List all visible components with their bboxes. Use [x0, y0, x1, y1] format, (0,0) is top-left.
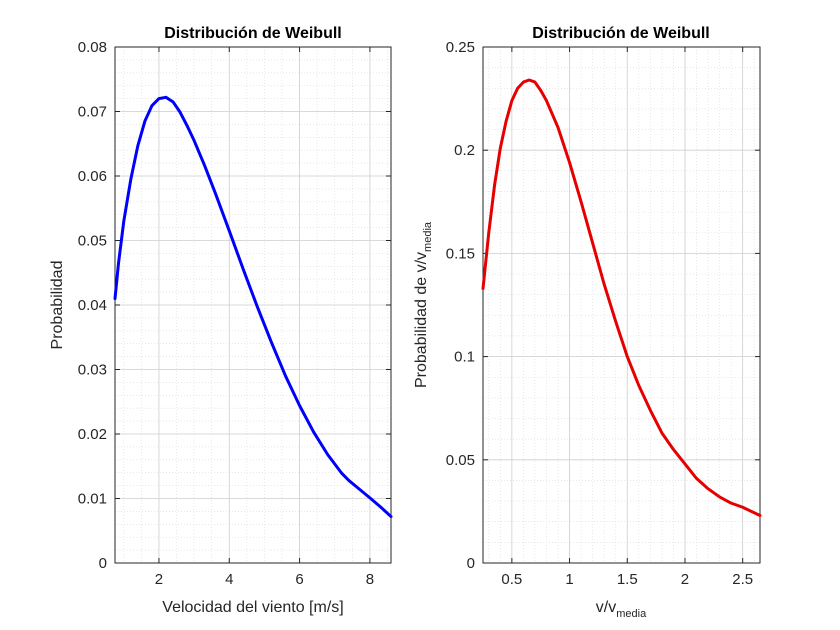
- left-y-tick-label: 0.03: [78, 362, 107, 379]
- right-y-axis-label-sub: media: [422, 221, 434, 252]
- left-x-tick-label: 6: [295, 571, 303, 588]
- right-y-tick-label: 0.05: [446, 452, 475, 469]
- left-chart-title: Distribución de Weibull: [164, 25, 342, 42]
- right-chart-title: Distribución de Weibull: [532, 25, 710, 42]
- left-y-tick-label: 0.05: [78, 233, 107, 250]
- right-y-axis-label: Probabilidad de v/vmedia: [413, 221, 434, 388]
- right-y-tick-label: 0.25: [446, 39, 475, 56]
- left-ticks: 2 4 6 8 0 0.01 0.02 0.03 0.04 0.05 0.06 0.07 0.08: [78, 39, 391, 588]
- left-y-tick-label: 0.07: [78, 104, 107, 121]
- right-x-tick-label: 1: [565, 571, 573, 588]
- left-series-line: [113, 95, 393, 519]
- right-y-tick-label: 0: [467, 555, 475, 572]
- right-plot-frame: [482, 46, 761, 564]
- right-y-tick-label: 0.2: [454, 142, 475, 159]
- right-y-axis-label-main: Probabilidad de v/v: [413, 252, 430, 388]
- right-y-tick-label: 0.15: [446, 245, 475, 262]
- left-y-tick-label: 0.01: [78, 491, 107, 508]
- right-x-axis-label-main: v/v: [596, 599, 616, 616]
- left-x-tick-label: 2: [155, 571, 163, 588]
- right-x-tick-label: 0.5: [501, 571, 522, 588]
- left-chart: 2 4 6 8 0 0.01 0.02 0.03 0.04 0.05 0.06 0.07 0.08 Di…: [49, 25, 393, 616]
- right-x-tick-label: 1.5: [617, 571, 638, 588]
- left-y-tick-label: 0.08: [78, 39, 107, 56]
- left-major-grid: [115, 47, 391, 563]
- right-chart: 0.5 1 1.5 2 2.5 0 0.05 0.1 0.15 0.2 0.25 Distribuc…: [413, 25, 762, 620]
- left-x-tick-label: 4: [225, 571, 233, 588]
- right-plot-area: [483, 47, 760, 563]
- right-major-grid: [483, 47, 760, 563]
- left-x-axis-label: Velocidad del viento [m/s]: [162, 599, 343, 616]
- left-y-tick-label: 0.02: [78, 426, 107, 443]
- right-series-line: [481, 78, 762, 518]
- right-y-tick-label: 0.1: [454, 349, 475, 366]
- left-y-axis-label: Probabilidad: [49, 261, 66, 350]
- left-y-tick-label: 0: [99, 555, 107, 572]
- left-y-tick-label: 0.06: [78, 168, 107, 185]
- left-y-tick-label: 0.04: [78, 297, 107, 314]
- left-x-tick-label: 8: [366, 571, 374, 588]
- right-x-axis-label: v/vmedia: [596, 599, 647, 620]
- right-ticks: 0.5 1 1.5 2 2.5 0 0.05 0.1 0.15 0.2 0.25: [446, 39, 760, 588]
- right-x-tick-label: 2: [681, 571, 689, 588]
- right-x-tick-label: 2.5: [732, 571, 753, 588]
- right-x-axis-label-sub: media: [616, 608, 647, 620]
